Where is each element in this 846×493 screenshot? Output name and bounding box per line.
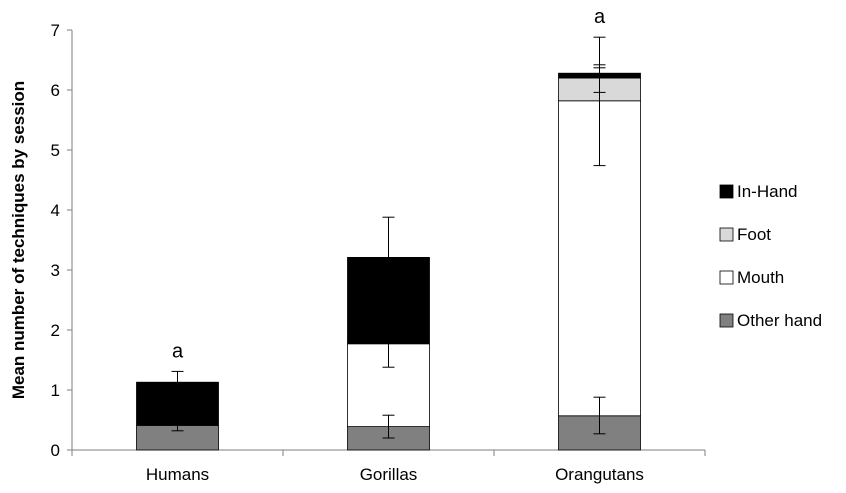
bar-segment-in-hand [347, 256, 430, 345]
legend-item: In-Hand [719, 182, 797, 201]
legend-swatch [719, 313, 734, 328]
legend-swatch [719, 227, 734, 242]
y-tick-label: 0 [51, 441, 60, 460]
y-axis-label: Mean number of techniques by session [9, 81, 28, 399]
x-tick-label: Gorillas [360, 465, 418, 484]
legend-label: Other hand [737, 311, 822, 330]
error-bar [382, 414, 395, 439]
y-tick-label: 1 [51, 381, 60, 400]
error-bar [382, 216, 395, 258]
y-tick-label: 7 [51, 21, 60, 40]
y-tick-label: 5 [51, 141, 60, 160]
error-bar [171, 425, 184, 432]
legend-item: Foot [719, 225, 771, 244]
legend-label: Foot [737, 225, 771, 244]
legend-swatch [719, 270, 734, 285]
legend: In-Hand Foot Mouth Other hand [719, 182, 822, 330]
legend-label: Mouth [737, 268, 784, 287]
y-tick-label: 3 [51, 261, 60, 280]
legend-item: Mouth [719, 268, 784, 287]
y-tick-label: 4 [51, 201, 60, 220]
error-bar [171, 370, 184, 383]
error-bars [171, 36, 606, 439]
y-tick-label: 2 [51, 321, 60, 340]
legend-swatch [719, 184, 734, 199]
x-tick-label: Humans [146, 465, 209, 484]
significance-label: a [172, 340, 184, 362]
bars [136, 72, 641, 451]
error-bar [382, 343, 395, 368]
annotations: aa [172, 6, 606, 362]
y-tick-label: 6 [51, 81, 60, 100]
error-bar [593, 396, 606, 435]
x-tick-label: Orangutans [555, 465, 644, 484]
error-bar [593, 36, 606, 74]
legend-item: Other hand [719, 311, 822, 330]
significance-label: a [594, 6, 606, 28]
axes: 0 1 2 3 4 5 6 7 Humans Gorillas Orangutans [51, 21, 706, 484]
legend-label: In-Hand [737, 182, 797, 201]
bar-segment-in-hand [136, 381, 219, 426]
